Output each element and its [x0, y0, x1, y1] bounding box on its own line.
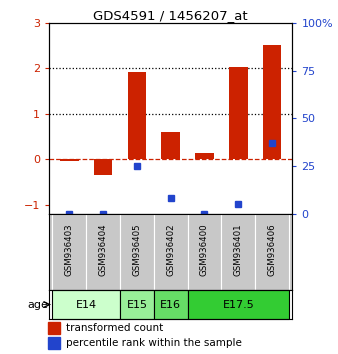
Text: GSM936405: GSM936405 — [132, 224, 141, 276]
Bar — [255, 213, 289, 290]
Bar — [52, 290, 120, 319]
Text: E14: E14 — [76, 299, 97, 309]
Text: transformed count: transformed count — [66, 323, 163, 333]
Text: GSM936403: GSM936403 — [65, 224, 74, 276]
Bar — [128, 72, 146, 159]
Text: E17.5: E17.5 — [222, 299, 254, 309]
Text: GSM936402: GSM936402 — [166, 224, 175, 276]
Bar — [94, 159, 112, 175]
Bar — [229, 68, 247, 159]
Bar — [52, 213, 86, 290]
Bar — [120, 213, 154, 290]
Bar — [188, 213, 221, 290]
Bar — [263, 45, 281, 159]
Text: GSM936404: GSM936404 — [99, 224, 107, 276]
Text: E16: E16 — [160, 299, 181, 309]
Bar — [195, 153, 214, 159]
Bar — [120, 290, 154, 319]
Title: GDS4591 / 1456207_at: GDS4591 / 1456207_at — [93, 9, 248, 22]
Text: age: age — [27, 299, 48, 309]
Bar — [221, 213, 255, 290]
Text: GSM936401: GSM936401 — [234, 224, 243, 276]
Text: GSM936406: GSM936406 — [268, 224, 276, 276]
Bar — [162, 132, 180, 159]
Bar — [86, 213, 120, 290]
Text: GSM936400: GSM936400 — [200, 224, 209, 276]
Bar — [60, 159, 78, 161]
Bar — [188, 290, 289, 319]
Text: E15: E15 — [126, 299, 147, 309]
Bar — [154, 290, 188, 319]
Text: percentile rank within the sample: percentile rank within the sample — [66, 338, 242, 348]
Bar — [154, 213, 188, 290]
